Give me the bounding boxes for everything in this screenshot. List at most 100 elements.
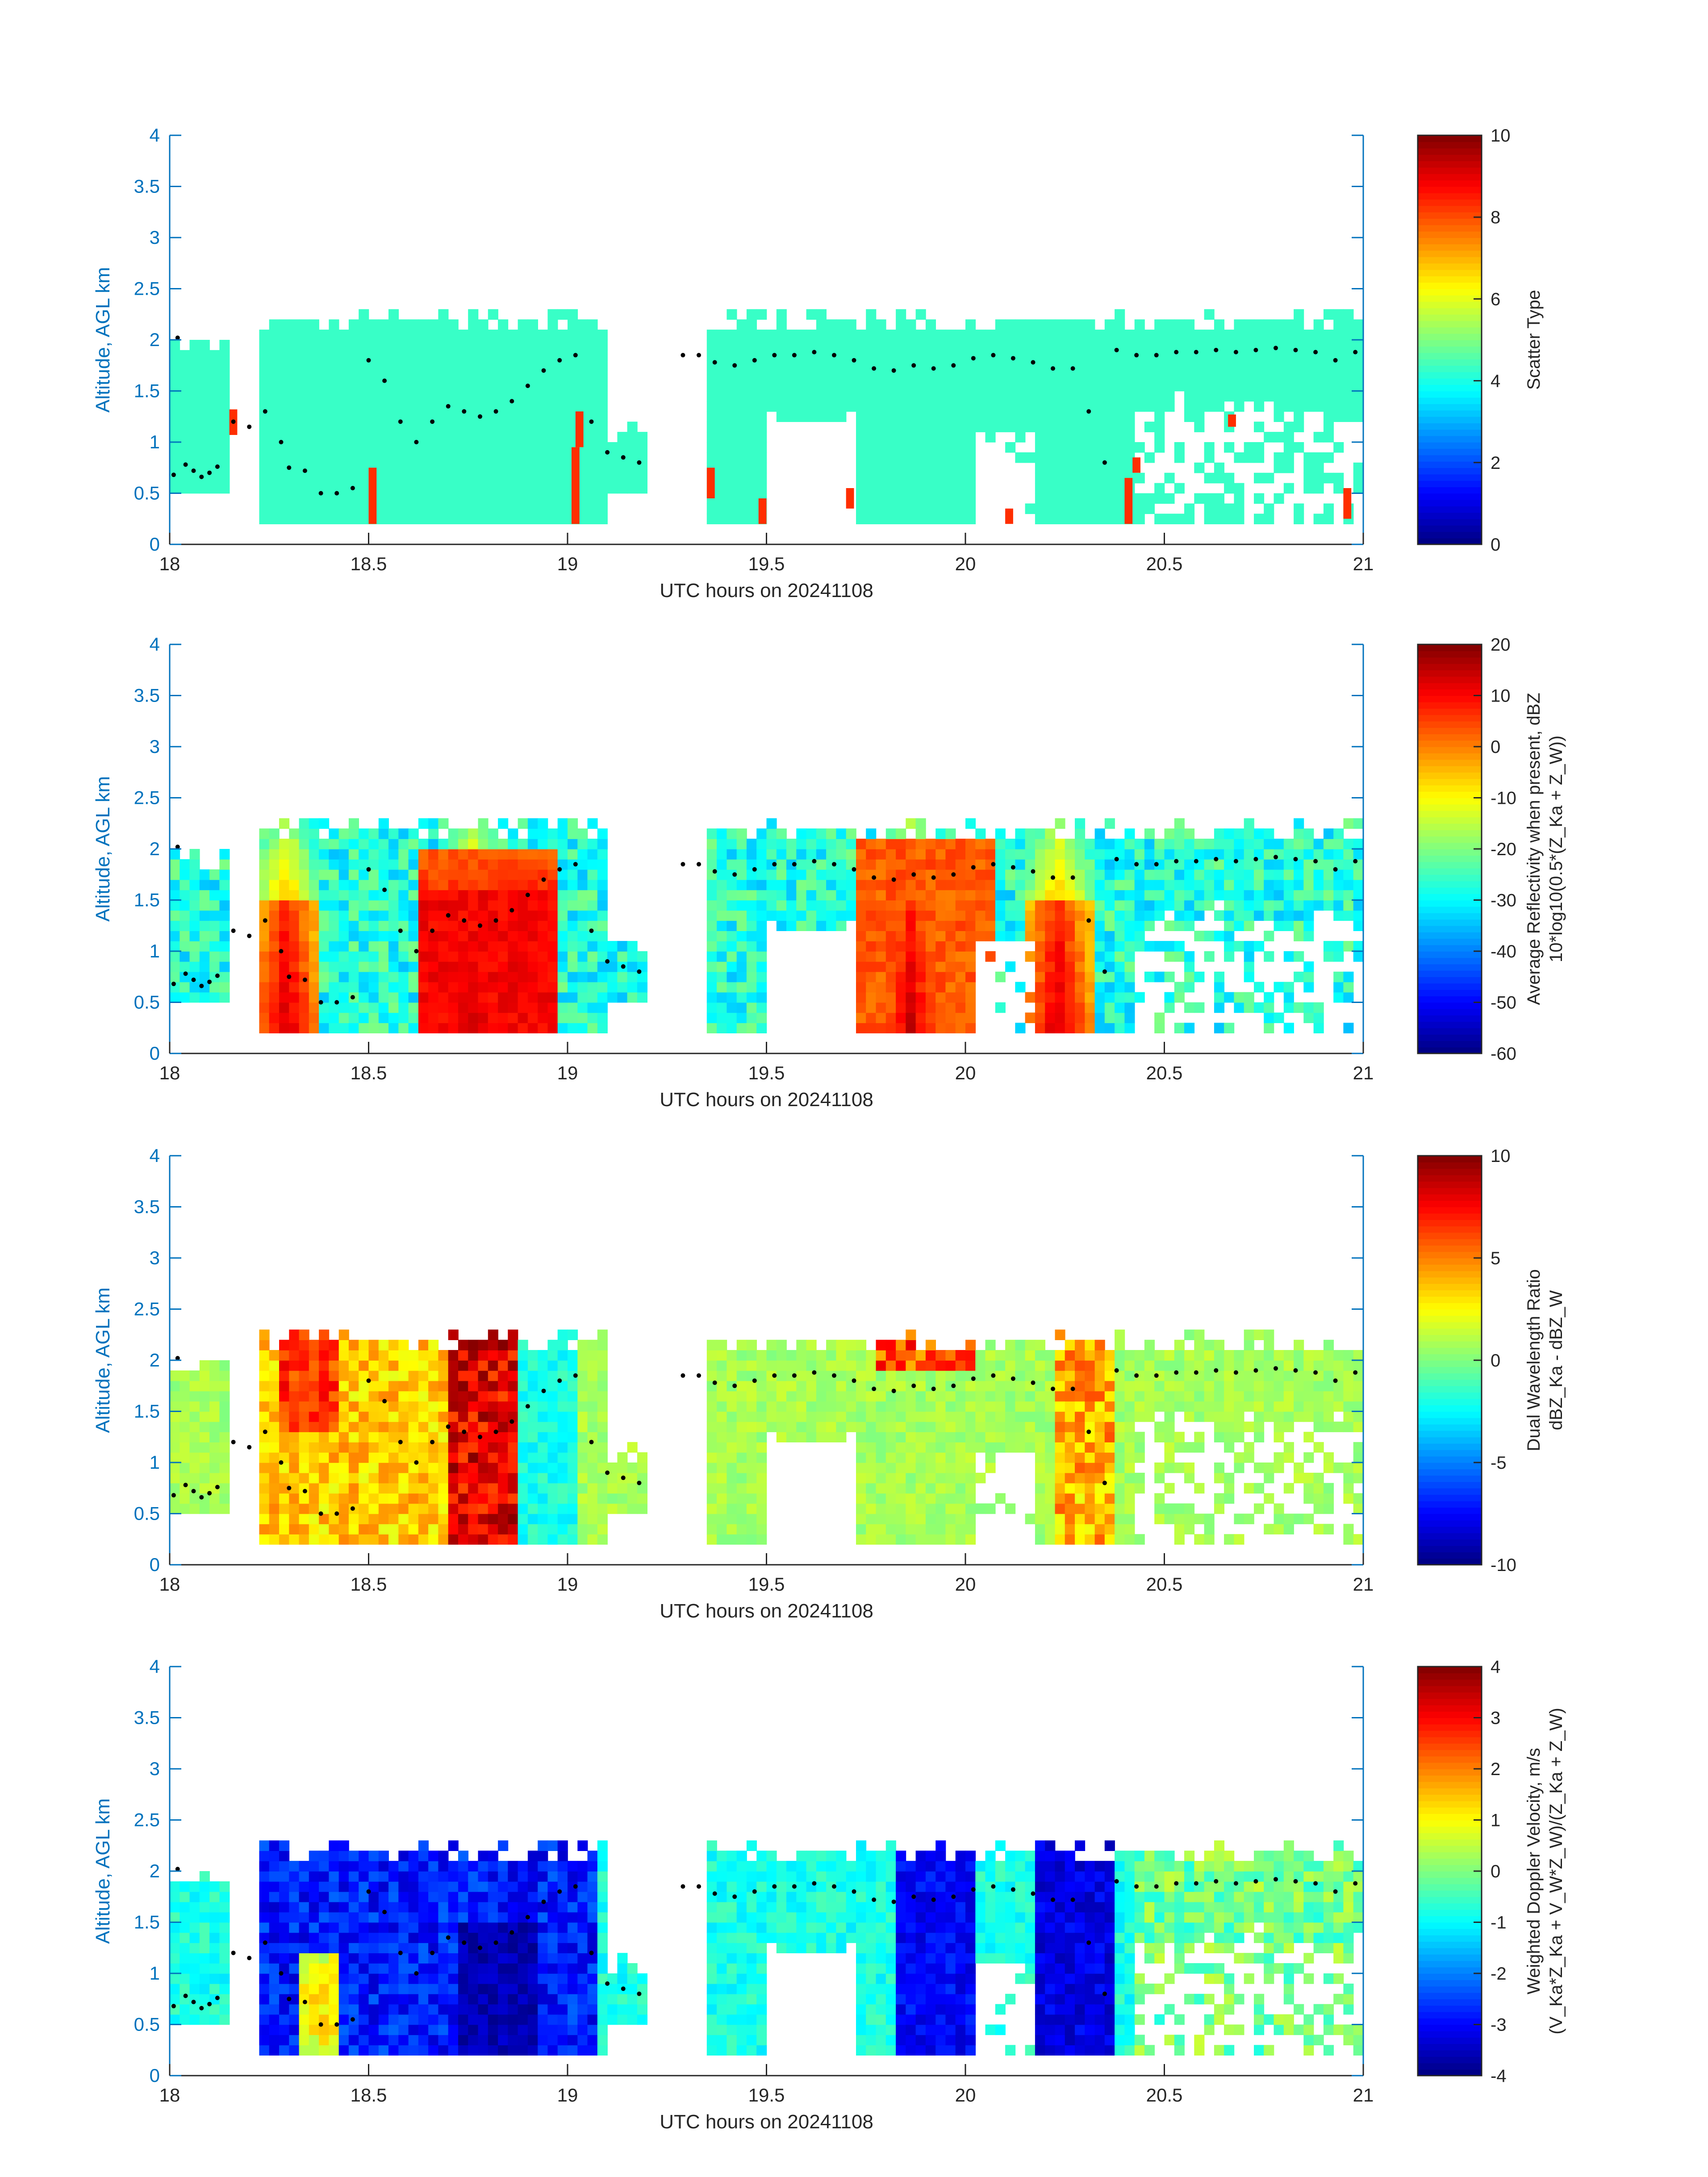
heatmap-cell — [189, 931, 200, 941]
heatmap-cell — [1274, 879, 1284, 890]
heatmap-cell — [1094, 931, 1105, 941]
heatmap-cell — [717, 452, 727, 463]
heatmap-cell — [478, 920, 489, 931]
heatmap-cell — [856, 360, 867, 371]
heatmap-cell — [448, 493, 459, 504]
heatmap-cell — [577, 370, 588, 381]
heatmap-cell — [1085, 452, 1095, 463]
heatmap-cell — [955, 401, 966, 412]
heatmap-cell — [180, 360, 190, 371]
heatmap-cell — [279, 1503, 290, 1514]
heatmap-cell — [309, 818, 319, 829]
heatmap-cell — [597, 1524, 608, 1535]
heatmap-cell — [259, 1401, 270, 1412]
heatmap-cell — [279, 1012, 290, 1024]
heatmap-cell — [1045, 982, 1056, 993]
heatmap-cell — [189, 422, 200, 432]
heatmap-cell — [1035, 350, 1045, 361]
heatmap-cell — [1154, 432, 1165, 443]
heatmap-cell — [756, 462, 767, 473]
heatmap-cell — [458, 1350, 469, 1361]
heatmap-cell — [468, 1472, 479, 1483]
heatmap-cell — [627, 1462, 638, 1473]
heatmap-cell — [1085, 370, 1095, 381]
heatmap-cell — [1075, 910, 1086, 921]
heatmap-cell — [736, 992, 747, 1003]
colorbar-step — [1418, 244, 1482, 251]
heatmap-cell — [368, 1401, 379, 1412]
heatmap-cell — [568, 1023, 578, 1033]
heatmap-cell — [170, 869, 180, 880]
heatmap-cell — [388, 391, 399, 402]
heatmap-cell — [458, 401, 469, 412]
heatmap-cell — [1104, 442, 1115, 453]
heatmap-cell — [319, 992, 330, 1003]
heatmap-cell — [915, 472, 926, 484]
heatmap-cell — [885, 503, 896, 514]
heatmap-cell — [706, 971, 717, 982]
heatmap-cell — [180, 869, 190, 880]
heatmap-cell — [518, 462, 528, 473]
heatmap-cell — [866, 1002, 877, 1013]
heatmap-cell — [259, 900, 270, 911]
heatmap-cell — [756, 982, 767, 993]
heatmap-cell — [319, 1452, 330, 1463]
heatmap-cell — [269, 910, 280, 921]
heatmap-cell — [428, 951, 439, 962]
heatmap-cell — [925, 941, 936, 952]
heatmap-cell — [637, 1452, 647, 1463]
heatmap-cell — [1124, 910, 1135, 921]
heatmap-cell — [896, 849, 906, 860]
heatmap-cell — [587, 401, 598, 412]
heatmap-cell — [180, 1391, 190, 1402]
heatmap-cell — [388, 951, 399, 962]
heatmap-cell — [597, 1002, 608, 1013]
heatmap-cell — [1085, 890, 1095, 901]
heatmap-cell — [1154, 422, 1165, 432]
heatmap-cell — [856, 859, 867, 870]
heatmap-cell — [717, 1421, 727, 1433]
heatmap-cell — [637, 442, 647, 453]
heatmap-cell — [945, 992, 956, 1003]
heatmap-cell — [279, 1421, 290, 1433]
heatmap-cell — [796, 370, 807, 381]
colorbar-step — [1418, 161, 1482, 168]
heatmap-cell — [508, 370, 518, 381]
heatmap-cell — [378, 992, 389, 1003]
heatmap-cell — [309, 1524, 319, 1535]
colorbar-tick-label: 0 — [1491, 737, 1500, 757]
heatmap-cell — [637, 452, 647, 463]
heatmap-cell — [1264, 472, 1274, 484]
heatmap-cell — [756, 828, 767, 839]
heatmap-cell — [915, 380, 926, 392]
heatmap-cell — [706, 391, 717, 402]
heatmap-cell — [1283, 1002, 1294, 1013]
heatmap-cell — [627, 422, 638, 432]
heatmap-cell — [279, 941, 290, 952]
heatmap-cell — [527, 818, 538, 829]
heatmap-cell — [189, 432, 200, 443]
colorbar-step — [1418, 225, 1482, 232]
heatmap-cell — [637, 1493, 647, 1504]
heatmap-cell — [1104, 890, 1115, 901]
heatmap-cell — [826, 879, 837, 890]
heatmap-cell — [338, 971, 349, 982]
heatmap-cell — [717, 503, 727, 514]
heatmap-cell — [706, 350, 717, 361]
heatmap-cell — [836, 360, 847, 371]
colorbar-step — [1418, 480, 1482, 487]
heatmap-cell — [279, 422, 290, 432]
heatmap-cell — [488, 360, 498, 371]
heatmap-cell — [786, 849, 797, 860]
heatmap-cell — [289, 849, 300, 860]
heatmap-cell — [1294, 411, 1304, 422]
heatmap-cell — [468, 1452, 479, 1463]
heatmap-cell — [1094, 839, 1105, 849]
heatmap-cell — [1283, 350, 1294, 361]
heatmap-cell — [1085, 971, 1095, 982]
heatmap-cell — [915, 961, 926, 972]
heatmap-cell — [468, 920, 479, 931]
heatmap-cell — [199, 1503, 210, 1514]
heatmap-cell — [727, 1432, 737, 1442]
heatmap-cell — [1015, 900, 1026, 911]
